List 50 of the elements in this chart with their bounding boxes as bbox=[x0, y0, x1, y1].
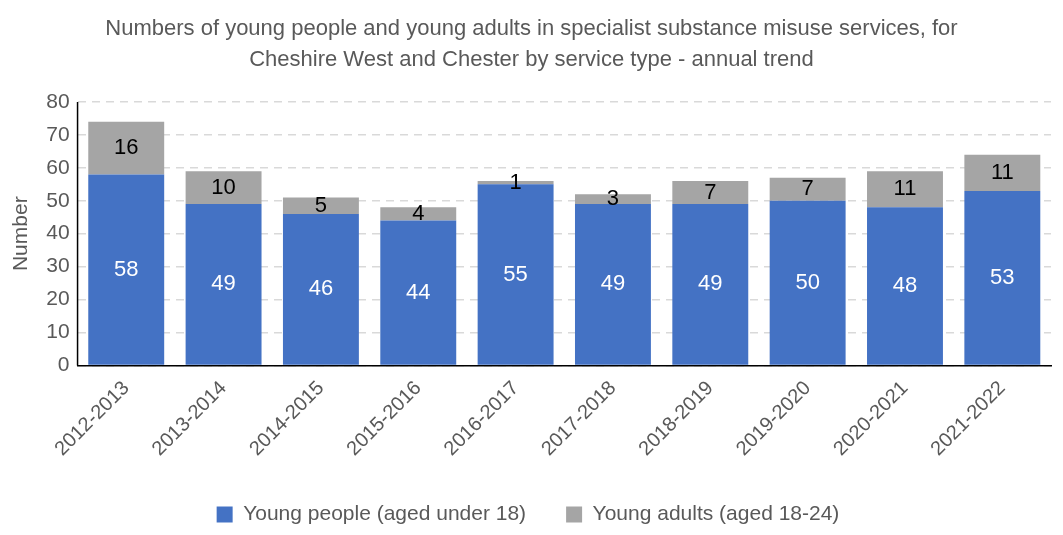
data-label: 5 bbox=[314, 191, 328, 217]
bar bbox=[282, 213, 359, 365]
data-label: 7 bbox=[801, 175, 814, 201]
data-label: 49 bbox=[698, 270, 723, 296]
data-label: 3 bbox=[606, 185, 620, 211]
y-axis-title: Number bbox=[8, 196, 32, 272]
bar bbox=[88, 174, 165, 365]
bar bbox=[282, 197, 359, 214]
data-label: 4 bbox=[412, 200, 425, 226]
bar bbox=[185, 171, 262, 205]
bar bbox=[185, 204, 262, 365]
bar bbox=[867, 207, 943, 365]
data-label: 11 bbox=[990, 158, 1014, 184]
bar bbox=[380, 207, 457, 221]
y-tick-label: 60 bbox=[46, 154, 70, 178]
y-tick-label: 40 bbox=[46, 220, 70, 244]
data-label: 50 bbox=[795, 268, 820, 294]
y-tick-label: 80 bbox=[46, 88, 70, 112]
data-label: 46 bbox=[308, 275, 334, 301]
legend-label: Young people (aged under 18) bbox=[243, 501, 527, 525]
y-tick-label: 10 bbox=[46, 319, 70, 343]
y-tick-label: 50 bbox=[46, 187, 70, 211]
bar bbox=[964, 154, 1041, 191]
bar bbox=[867, 171, 943, 208]
data-label: 55 bbox=[503, 260, 528, 286]
data-label: 53 bbox=[990, 263, 1015, 289]
y-tick-label: 70 bbox=[46, 121, 70, 145]
bar bbox=[769, 177, 846, 201]
bar bbox=[380, 220, 457, 365]
data-label: 44 bbox=[406, 278, 431, 304]
data-label: 58 bbox=[113, 255, 139, 281]
bar bbox=[769, 200, 846, 365]
data-label: 11 bbox=[893, 175, 917, 201]
data-label: 7 bbox=[704, 178, 717, 204]
chart-title: Numbers of young people and young adults in specialist substance misuse services, for Cheshire West and Chester by service type - annual trend bbox=[104, 14, 959, 73]
bar bbox=[574, 204, 651, 365]
bar bbox=[672, 204, 749, 365]
data-label: 48 bbox=[892, 272, 918, 298]
bar bbox=[672, 181, 749, 205]
data-label: 1 bbox=[509, 168, 522, 194]
y-tick-label: 0 bbox=[57, 352, 70, 376]
y-tick-label: 30 bbox=[46, 253, 70, 277]
y-tick-label: 20 bbox=[46, 286, 70, 310]
bar bbox=[964, 190, 1041, 365]
bar bbox=[88, 121, 165, 175]
data-label: 49 bbox=[600, 270, 626, 296]
legend-label: Young adults (aged 18-24) bbox=[592, 501, 840, 525]
data-label: 49 bbox=[211, 270, 236, 296]
data-label: 16 bbox=[113, 134, 139, 160]
data-label: 10 bbox=[211, 173, 236, 199]
